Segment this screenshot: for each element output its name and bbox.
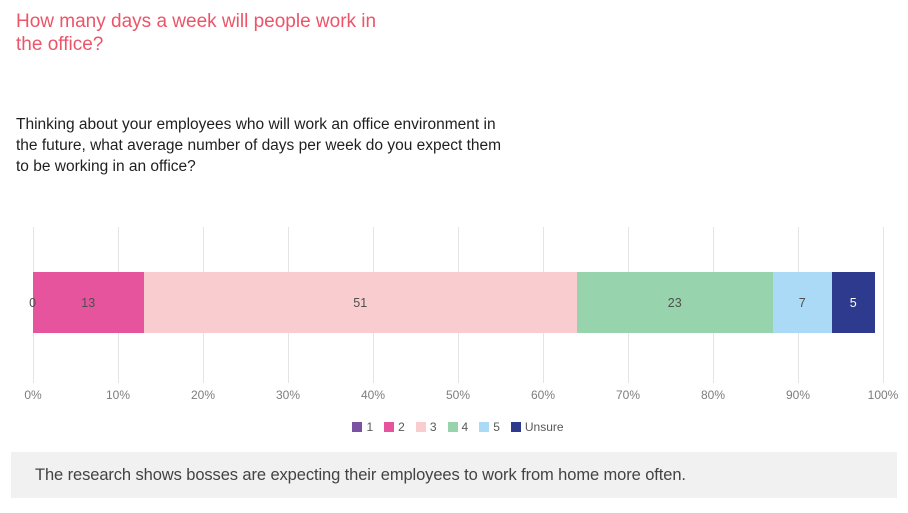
x-axis-label-20%: 20% [190,388,216,402]
legend-label: 1 [366,420,374,434]
bar-segment-5: 7 [772,272,832,333]
survey-question: Thinking about your employees who will w… [16,116,502,175]
bar-chart-plot: 13 51 23 7 5 0 [29,227,884,383]
legend-swatch-icon [352,422,363,432]
legend-label: 4 [461,420,469,434]
bar-segment-3: 51 [143,272,577,333]
x-axis-label-70%: 70% [615,388,641,402]
legend-swatch-icon [415,422,426,432]
legend-item-1: 1 [352,420,373,434]
legend-item-2: 2 [384,420,405,434]
x-axis-label-10%: 10% [105,388,131,402]
legend-label: 3 [429,420,437,434]
legend-label: Unsure [524,420,564,434]
legend-swatch-icon [510,422,521,432]
x-axis-label-50%: 50% [445,388,471,402]
bar-segment-1-zero-label: 0 [29,295,37,310]
x-axis-label-30%: 30% [275,388,301,402]
page-title: How many days a week will people work in… [16,11,377,55]
bar-segment-4: 23 [577,272,773,333]
x-axis-label-90%: 90% [785,388,811,402]
gridline-100% [883,227,884,383]
legend-swatch-icon [479,422,490,432]
caption-text: The research shows bosses are expecting … [35,465,686,484]
x-axis-label-40%: 40% [360,388,386,402]
x-axis-label-100%: 100% [867,388,899,402]
legend-swatch-icon [384,422,395,432]
legend-item-3: 3 [415,420,437,434]
x-axis-label-0%: 0% [24,388,42,402]
legend-item-5: 5 [479,420,500,434]
legend-item-4: 4 [447,420,469,434]
legend-swatch-icon [447,422,458,432]
stacked-bar: 13 51 23 7 5 [33,272,875,333]
x-axis-label-80%: 80% [700,388,726,402]
caption-box: The research shows bosses are expecting … [11,452,897,498]
legend-label: 2 [398,420,405,434]
chart-legend: 1 2 3 4 5 Unsure [33,420,883,434]
x-axis-label-60%: 60% [530,388,556,402]
bar-segment-2: 13 [33,272,144,333]
legend-item-Unsure: Unsure [510,420,564,434]
bar-segment-Unsure: 5 [832,272,875,333]
legend-label: 5 [493,420,500,434]
x-axis: 0% 10% 20% 30% 40% 50% 60% 70% 80% 90% 100% [24,388,898,404]
